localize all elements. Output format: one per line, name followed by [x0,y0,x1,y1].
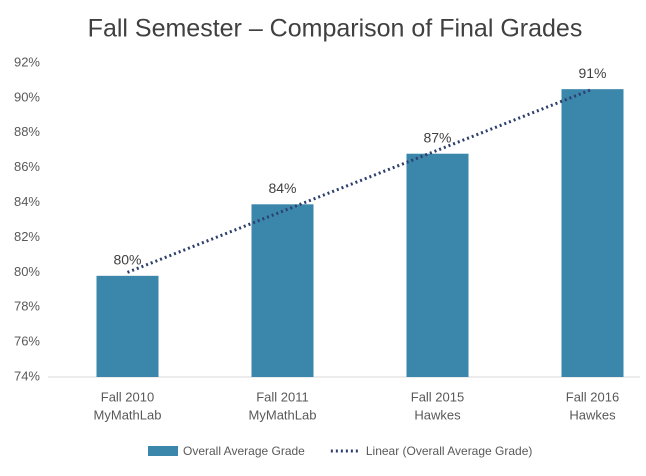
bar [561,89,624,378]
bar [251,204,314,377]
y-tick-label: 92% [14,54,40,69]
legend-label: Linear (Overall Average Grade) [366,444,533,458]
legend-swatch [148,446,178,456]
data-label: 91% [578,65,606,81]
y-tick-label: 80% [14,264,40,279]
y-tick-label: 86% [14,159,40,174]
data-label: 87% [423,129,451,145]
y-tick-label: 90% [14,89,40,104]
bar [406,153,469,377]
y-tick-label: 74% [14,368,40,383]
y-tick-label: 78% [14,299,40,314]
data-label: 84% [268,180,296,196]
x-tick-label: Hawkes [569,407,616,422]
x-tick-label: Fall 2010 [101,389,154,404]
y-tick-label: 84% [14,194,40,209]
trend-line [126,87,594,274]
x-tick-label: MyMathLab [249,407,317,422]
x-tick-label: Fall 2015 [411,389,464,404]
x-tick-label: MyMathLab [94,407,162,422]
x-tick-label: Hawkes [414,407,461,422]
bar [96,275,159,377]
chart-title: Fall Semester – Comparison of Final Grad… [88,15,583,43]
y-tick-label: 82% [14,229,40,244]
data-label: 80% [113,252,141,268]
x-tick-label: Fall 2016 [566,389,619,404]
y-tick-label: 76% [14,334,40,349]
x-tick-label: Fall 2011 [256,389,309,404]
y-tick-label: 88% [14,124,40,139]
legend-label: Overall Average Grade [183,444,305,458]
